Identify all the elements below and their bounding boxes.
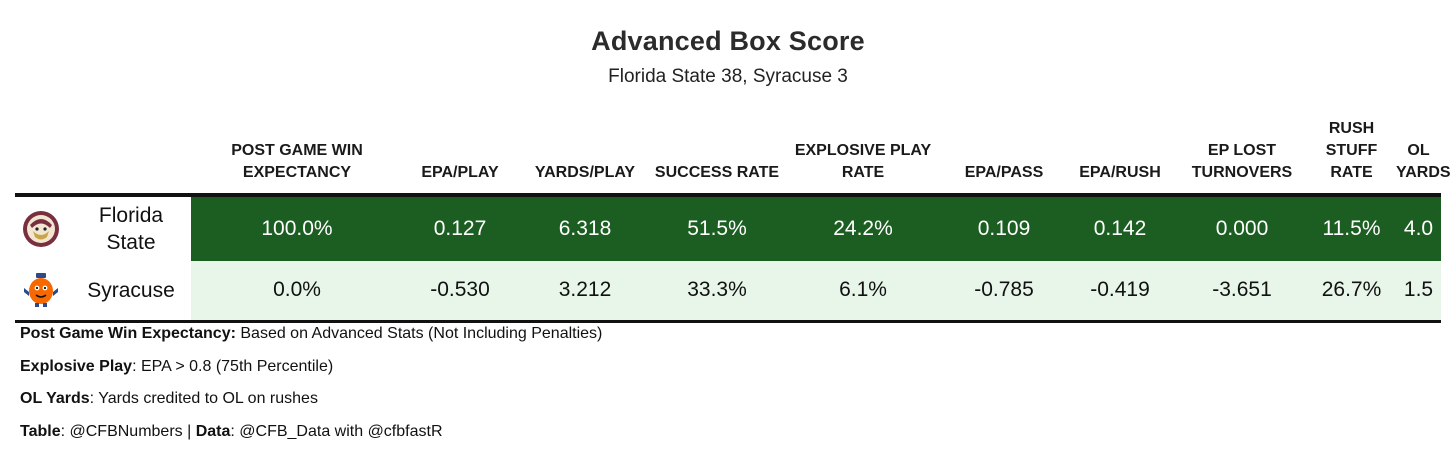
stat-cell: 0.109 [977, 217, 1031, 240]
footnote-ol-yards: OL Yards: Yards credited to OL on rushes [20, 387, 602, 420]
stat-cell: 26.7% [1307, 261, 1396, 321]
stat-cell: 0.142 [1093, 217, 1147, 240]
credit-data-text: : @CFB_Data with @cfbfastR [230, 422, 443, 440]
footnote-label: Post Game Win Expectancy: [20, 325, 236, 342]
column-header: RUSH STUFF RATE [1325, 120, 1378, 181]
column-header: YARDS/PLAY [534, 164, 636, 181]
credit-line: Table: @CFBNumbers | Data: @CFB_Data wit… [20, 420, 602, 453]
footnote-explosive-play: Explosive Play: EPA > 0.8 (75th Percenti… [20, 355, 602, 388]
column-header: EPA/PASS [964, 164, 1044, 181]
column-header: EP LOST TURNOVERS [1191, 142, 1293, 181]
advanced-box-score-table: POST GAME WIN EXPECTANCY EPA/PLAY YARDS/… [15, 104, 1451, 323]
stat-cell: 0.127 [433, 217, 487, 240]
column-header: EPA/PLAY [421, 164, 499, 181]
footnote-label: Explosive Play [20, 357, 133, 375]
credit-data-label: Data [195, 422, 231, 440]
credit-table-label: Table [20, 422, 61, 440]
team-cell: Syracuse [15, 261, 191, 321]
column-header: POST GAME WIN EXPECTANCY [231, 142, 363, 181]
stat-cell: -3.651 [1177, 261, 1307, 321]
footnote-text: : EPA > 0.8 (75th Percentile) [132, 357, 334, 375]
florida-state-seminole-logo-icon [23, 211, 59, 247]
team-name: Syracuse [87, 278, 175, 302]
column-header: EPA/RUSH [1079, 164, 1161, 181]
stat-cell: 6.318 [558, 217, 612, 240]
footnote-text: Based on Advanced Stats (Not Including P… [235, 325, 603, 342]
stat-cell: -0.785 [945, 261, 1063, 321]
stat-cell: 0.0% [191, 261, 403, 321]
stat-cell: 4.0 [1403, 217, 1434, 240]
stat-cell: -0.530 [403, 261, 517, 321]
stat-cell: 1.5 [1396, 261, 1441, 321]
column-header: OL YARDS [1396, 142, 1451, 181]
column-header: EXPLOSIVE PLAY RATE [794, 142, 932, 181]
team-header [15, 104, 191, 195]
table-title: Advanced Box Score [591, 26, 865, 56]
table-row: Florida State 100.0% 0.127 6.318 51.5% 2… [15, 195, 1441, 261]
stat-cell: 51.5% [687, 217, 747, 240]
stat-cell: 6.1% [781, 261, 945, 321]
credit-table-handle: : @CFBNumbers | [60, 422, 196, 440]
team-name: Florida State [98, 204, 164, 254]
stat-cell: 33.3% [653, 261, 781, 321]
column-header: SUCCESS RATE [654, 164, 780, 181]
footnote-label: OL Yards [20, 390, 90, 407]
header-row: POST GAME WIN EXPECTANCY EPA/PLAY YARDS/… [15, 104, 1451, 195]
stat-cell: -0.419 [1063, 261, 1177, 321]
stat-cell: 3.212 [517, 261, 653, 321]
footnotes: Post Game Win Expectancy: Based on Advan… [20, 322, 602, 452]
stat-cell: 100.0% [261, 217, 333, 240]
stat-cell: 11.5% [1322, 217, 1381, 240]
team-cell: Florida State [15, 195, 191, 261]
stat-cell: 24.2% [833, 217, 893, 240]
table-subtitle: Florida State 38, Syracuse 3 [608, 66, 848, 87]
footnote-win-expectancy: Post Game Win Expectancy: Based on Advan… [20, 322, 602, 355]
footnote-text: : Yards credited to OL on rushes [89, 390, 318, 407]
table-row: Syracuse 0.0% -0.530 3.212 33.3% 6.1% -0… [15, 261, 1441, 321]
syracuse-otto-orange-logo-icon [24, 273, 58, 308]
stat-cell: 0.000 [1215, 217, 1269, 240]
